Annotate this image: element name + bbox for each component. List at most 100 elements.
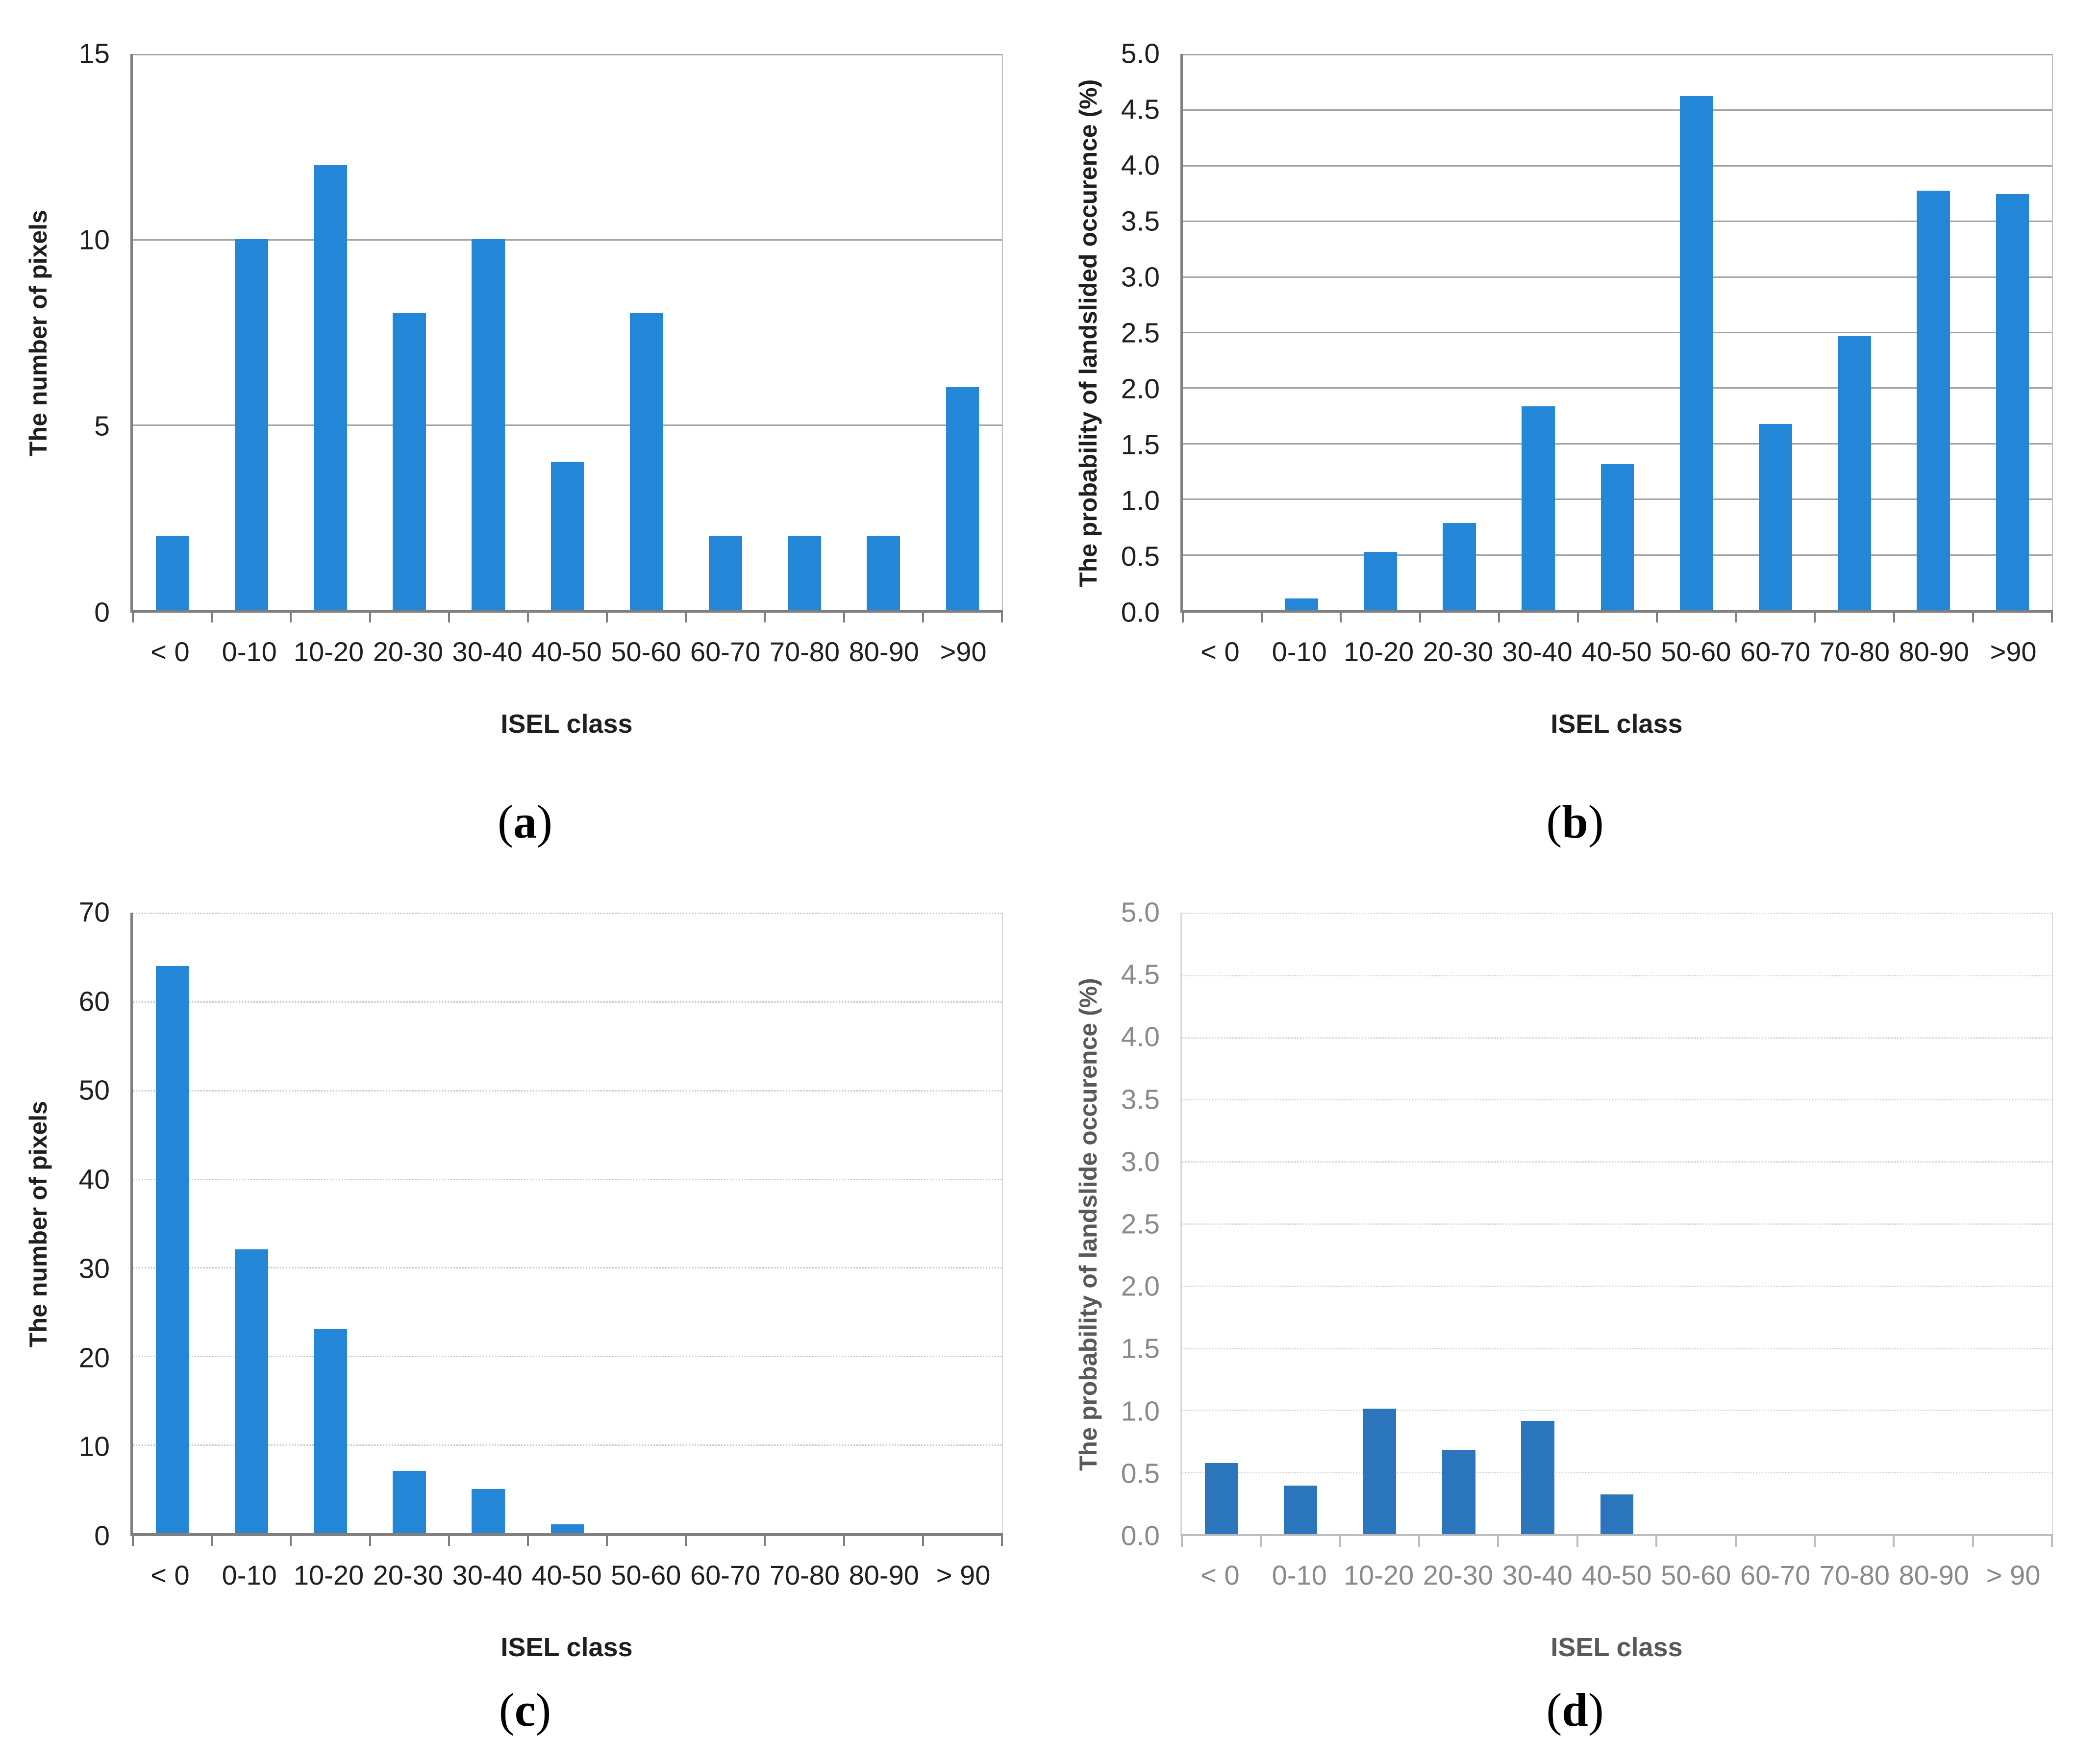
caption-paren-open: (: [499, 1684, 515, 1737]
chart-panel-c: The number of pixels 0 10 20 30 40 50 60 70 < 0…: [0, 870, 1050, 1739]
y-tick-label: 30: [78, 1253, 110, 1285]
x-tick-label: < 0: [1200, 636, 1240, 667]
gridline: [1182, 1161, 2052, 1163]
x-axis-tickmark: [2051, 610, 2053, 622]
y-tick-label: 2.5: [1121, 317, 1160, 349]
x-tick-label: > 90: [936, 1560, 991, 1590]
caption-letter: a: [513, 795, 537, 848]
y-tick-label: 0.0: [1121, 1520, 1160, 1552]
bar-20-30: [1443, 523, 1476, 610]
bar-70-80: [1838, 336, 1871, 610]
y-tick-label: 0: [94, 596, 110, 628]
plot-area: [1180, 913, 2053, 1547]
chart-panel-d: The probability of landslide occurence (…: [1050, 870, 2100, 1739]
plot-wrap: < 0 0-10 10-20 20-30 30-40 40-50 50-60 60-70 70-…: [1180, 54, 2053, 739]
x-axis-tickmark: [1339, 1534, 1341, 1547]
bar->90: [946, 387, 979, 610]
x-tick-label: 50-60: [1661, 1560, 1731, 1590]
y-tick-label: 4.0: [1121, 1021, 1160, 1053]
y-axis-ticks: 0 10 20 30 40 50 60 70: [53, 898, 130, 1550]
y-tick-label: 2.5: [1121, 1208, 1160, 1240]
x-tick-label: 30-40: [452, 1560, 523, 1590]
gridline: [133, 1356, 1002, 1358]
y-tick-label: 2.0: [1121, 1270, 1160, 1302]
x-tick-label: 80-90: [849, 636, 919, 667]
y-axis-ticks: 0.0 0.5 1.0 1.5 2.0 2.5 3.0 3.5 4.0 4.5 5.0: [1103, 898, 1180, 1550]
bar-30-40: [1521, 1421, 1555, 1534]
x-axis-tickmark: [606, 610, 608, 622]
y-tick-label: 10: [78, 224, 110, 256]
x-tick-label: < 0: [150, 1560, 190, 1590]
y-tick-label: 0.5: [1121, 1458, 1160, 1490]
gridline: [1183, 165, 2052, 167]
bar-< 0: [155, 966, 189, 1533]
x-axis-tickmark: [1734, 1534, 1737, 1547]
x-axis-tickmark: [1001, 610, 1003, 622]
x-axis-tickmark: [369, 610, 371, 622]
x-axis-tickmark: [448, 1533, 450, 1546]
chart-panel-a: The number of pixels 0 5 10 15 < 0 0-10 10-20…: [0, 0, 1050, 870]
gridline: [1182, 1347, 2052, 1349]
x-axis-tickmark: [1893, 1534, 1895, 1547]
bar-50-60: [1679, 96, 1713, 610]
gridline: [1183, 443, 2052, 445]
x-tick-label: 40-50: [531, 1560, 602, 1590]
x-axis-tickmark: [922, 1533, 924, 1546]
x-tick-label: 40-50: [531, 636, 602, 667]
bar-40-50: [550, 1524, 584, 1533]
bar-70-80: [788, 535, 821, 610]
x-axis-tickmark: [1576, 610, 1579, 622]
x-axis-title: ISEL class: [500, 1633, 633, 1662]
x-tick-label: 10-20: [293, 636, 364, 667]
bar-30-40: [472, 239, 505, 610]
x-axis-tickmark: [843, 1533, 845, 1546]
caption-paren-open: (: [498, 795, 513, 848]
x-tick-label: < 0: [1200, 1560, 1240, 1590]
caption-letter: d: [1562, 1684, 1588, 1737]
caption-paren-open: (: [1546, 1684, 1562, 1737]
x-tick-label: 0-10: [1272, 1560, 1327, 1590]
x-tick-label: >90: [940, 636, 987, 667]
bar-< 0: [1204, 1463, 1238, 1534]
x-axis-tickmark: [526, 610, 529, 622]
gridline: [133, 913, 1002, 914]
bar-20-30: [1442, 1449, 1475, 1534]
x-tick-label: 10-20: [1343, 1560, 1414, 1590]
x-tick-label: 60-70: [1740, 1560, 1811, 1590]
x-tick-label: 50-60: [1661, 636, 1731, 667]
x-axis-tickmark: [1418, 1534, 1421, 1547]
x-axis-category-labels: < 0 0-10 10-20 20-30 30-40 40-50 50-60 60-70 70-…: [1180, 638, 2053, 672]
x-axis-tickmark: [448, 610, 450, 622]
x-tick-label: 0-10: [222, 636, 277, 667]
y-tick-label: 15: [78, 38, 110, 70]
x-axis-tickmark: [1576, 1534, 1578, 1547]
x-tick-label: 30-40: [452, 636, 523, 667]
bar-0-10: [1284, 1486, 1317, 1534]
y-tick-label: 0.5: [1121, 541, 1160, 572]
x-axis-tickmark: [1181, 1534, 1183, 1547]
gridline: [1182, 974, 2052, 976]
x-axis-tickmark: [764, 610, 766, 622]
x-axis-tickmark: [685, 610, 687, 622]
x-axis-tickmark: [1261, 610, 1263, 622]
x-axis-tickmark: [132, 610, 134, 622]
y-tick-label: 0: [94, 1520, 110, 1552]
x-axis-tickmark: [1813, 1534, 1816, 1547]
x-axis-tickmark: [1260, 1534, 1262, 1547]
bar-10-20: [314, 1329, 347, 1533]
panel-caption: (b): [1050, 796, 2100, 848]
bar-60-70: [1759, 424, 1792, 610]
x-tick-label: > 90: [1986, 1560, 2041, 1590]
gridline: [1183, 54, 2052, 55]
gridline: [133, 424, 1002, 426]
x-axis-tickmark: [211, 610, 213, 622]
bar-40-50: [1600, 464, 1634, 610]
x-axis-tickmark: [1972, 610, 1974, 622]
gridline: [1183, 276, 2052, 278]
gridline: [1183, 332, 2052, 333]
bar-10-20: [1363, 1408, 1397, 1534]
plot-wrap: < 0 0-10 10-20 20-30 30-40 40-50 50-60 60-70 70-…: [130, 54, 1003, 739]
x-axis-category-labels: < 0 0-10 10-20 20-30 30-40 40-50 50-60 60-70 70-…: [130, 638, 1003, 672]
y-tick-label: 1.5: [1121, 1333, 1160, 1365]
